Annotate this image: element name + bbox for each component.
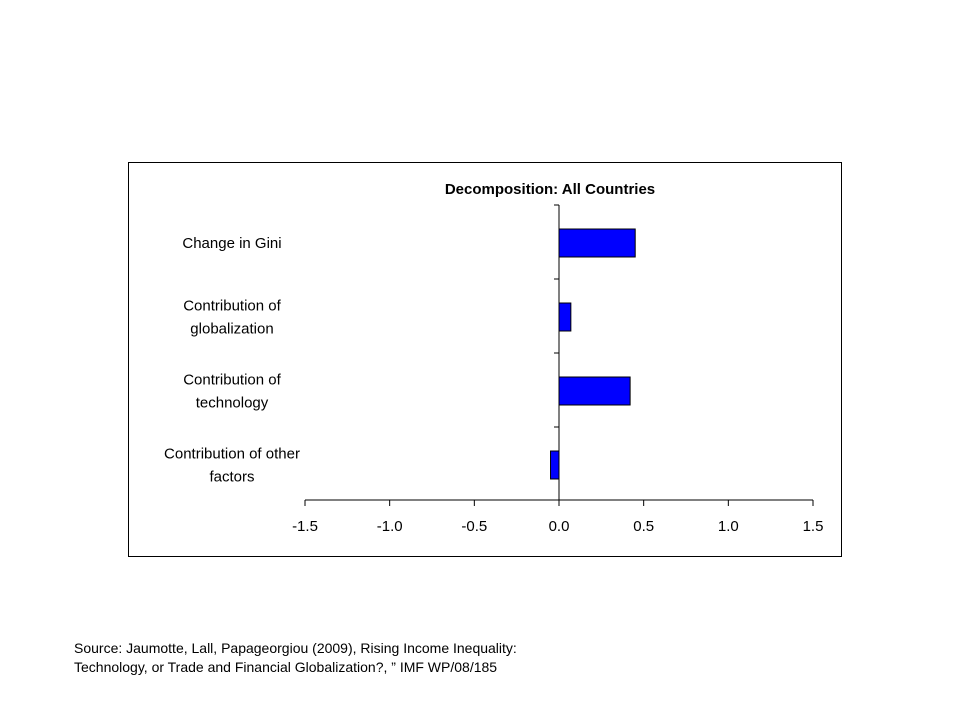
category-label: Contribution of other factors [164, 446, 300, 486]
bar [550, 450, 560, 480]
x-tick-label: -0.5 [461, 518, 487, 535]
x-tick-label: -1.0 [377, 518, 403, 535]
x-tick-label: 1.0 [718, 518, 739, 535]
source-note: Source: Jaumotte, Lall, Papageorgiou (20… [74, 639, 774, 677]
x-tick-label: -1.5 [292, 518, 318, 535]
x-tick-label: 1.5 [803, 518, 824, 535]
x-tick-label: 0.5 [633, 518, 654, 535]
bars [550, 228, 636, 480]
bar [558, 228, 636, 258]
x-tick-label: 0.0 [549, 518, 570, 535]
source-line-1: Source: Jaumotte, Lall, Papageorgiou (20… [74, 640, 517, 656]
category-label: Contribution of globalization [183, 298, 281, 338]
chart-frame [128, 162, 842, 557]
source-line-2: Technology, or Trade and Financial Globa… [74, 659, 498, 675]
bar [558, 302, 572, 332]
chart-title: Decomposition: All Countries [445, 181, 655, 198]
category-label: Contribution of technology [183, 372, 281, 412]
category-label: Change in Gini [182, 235, 281, 252]
bar [558, 376, 631, 406]
axes: -1.5 -1.0 -0.5 0.0 0.5 1.0 1.5 [292, 204, 824, 535]
category-labels: Change in Gini Contribution of globalizati… [164, 235, 300, 486]
